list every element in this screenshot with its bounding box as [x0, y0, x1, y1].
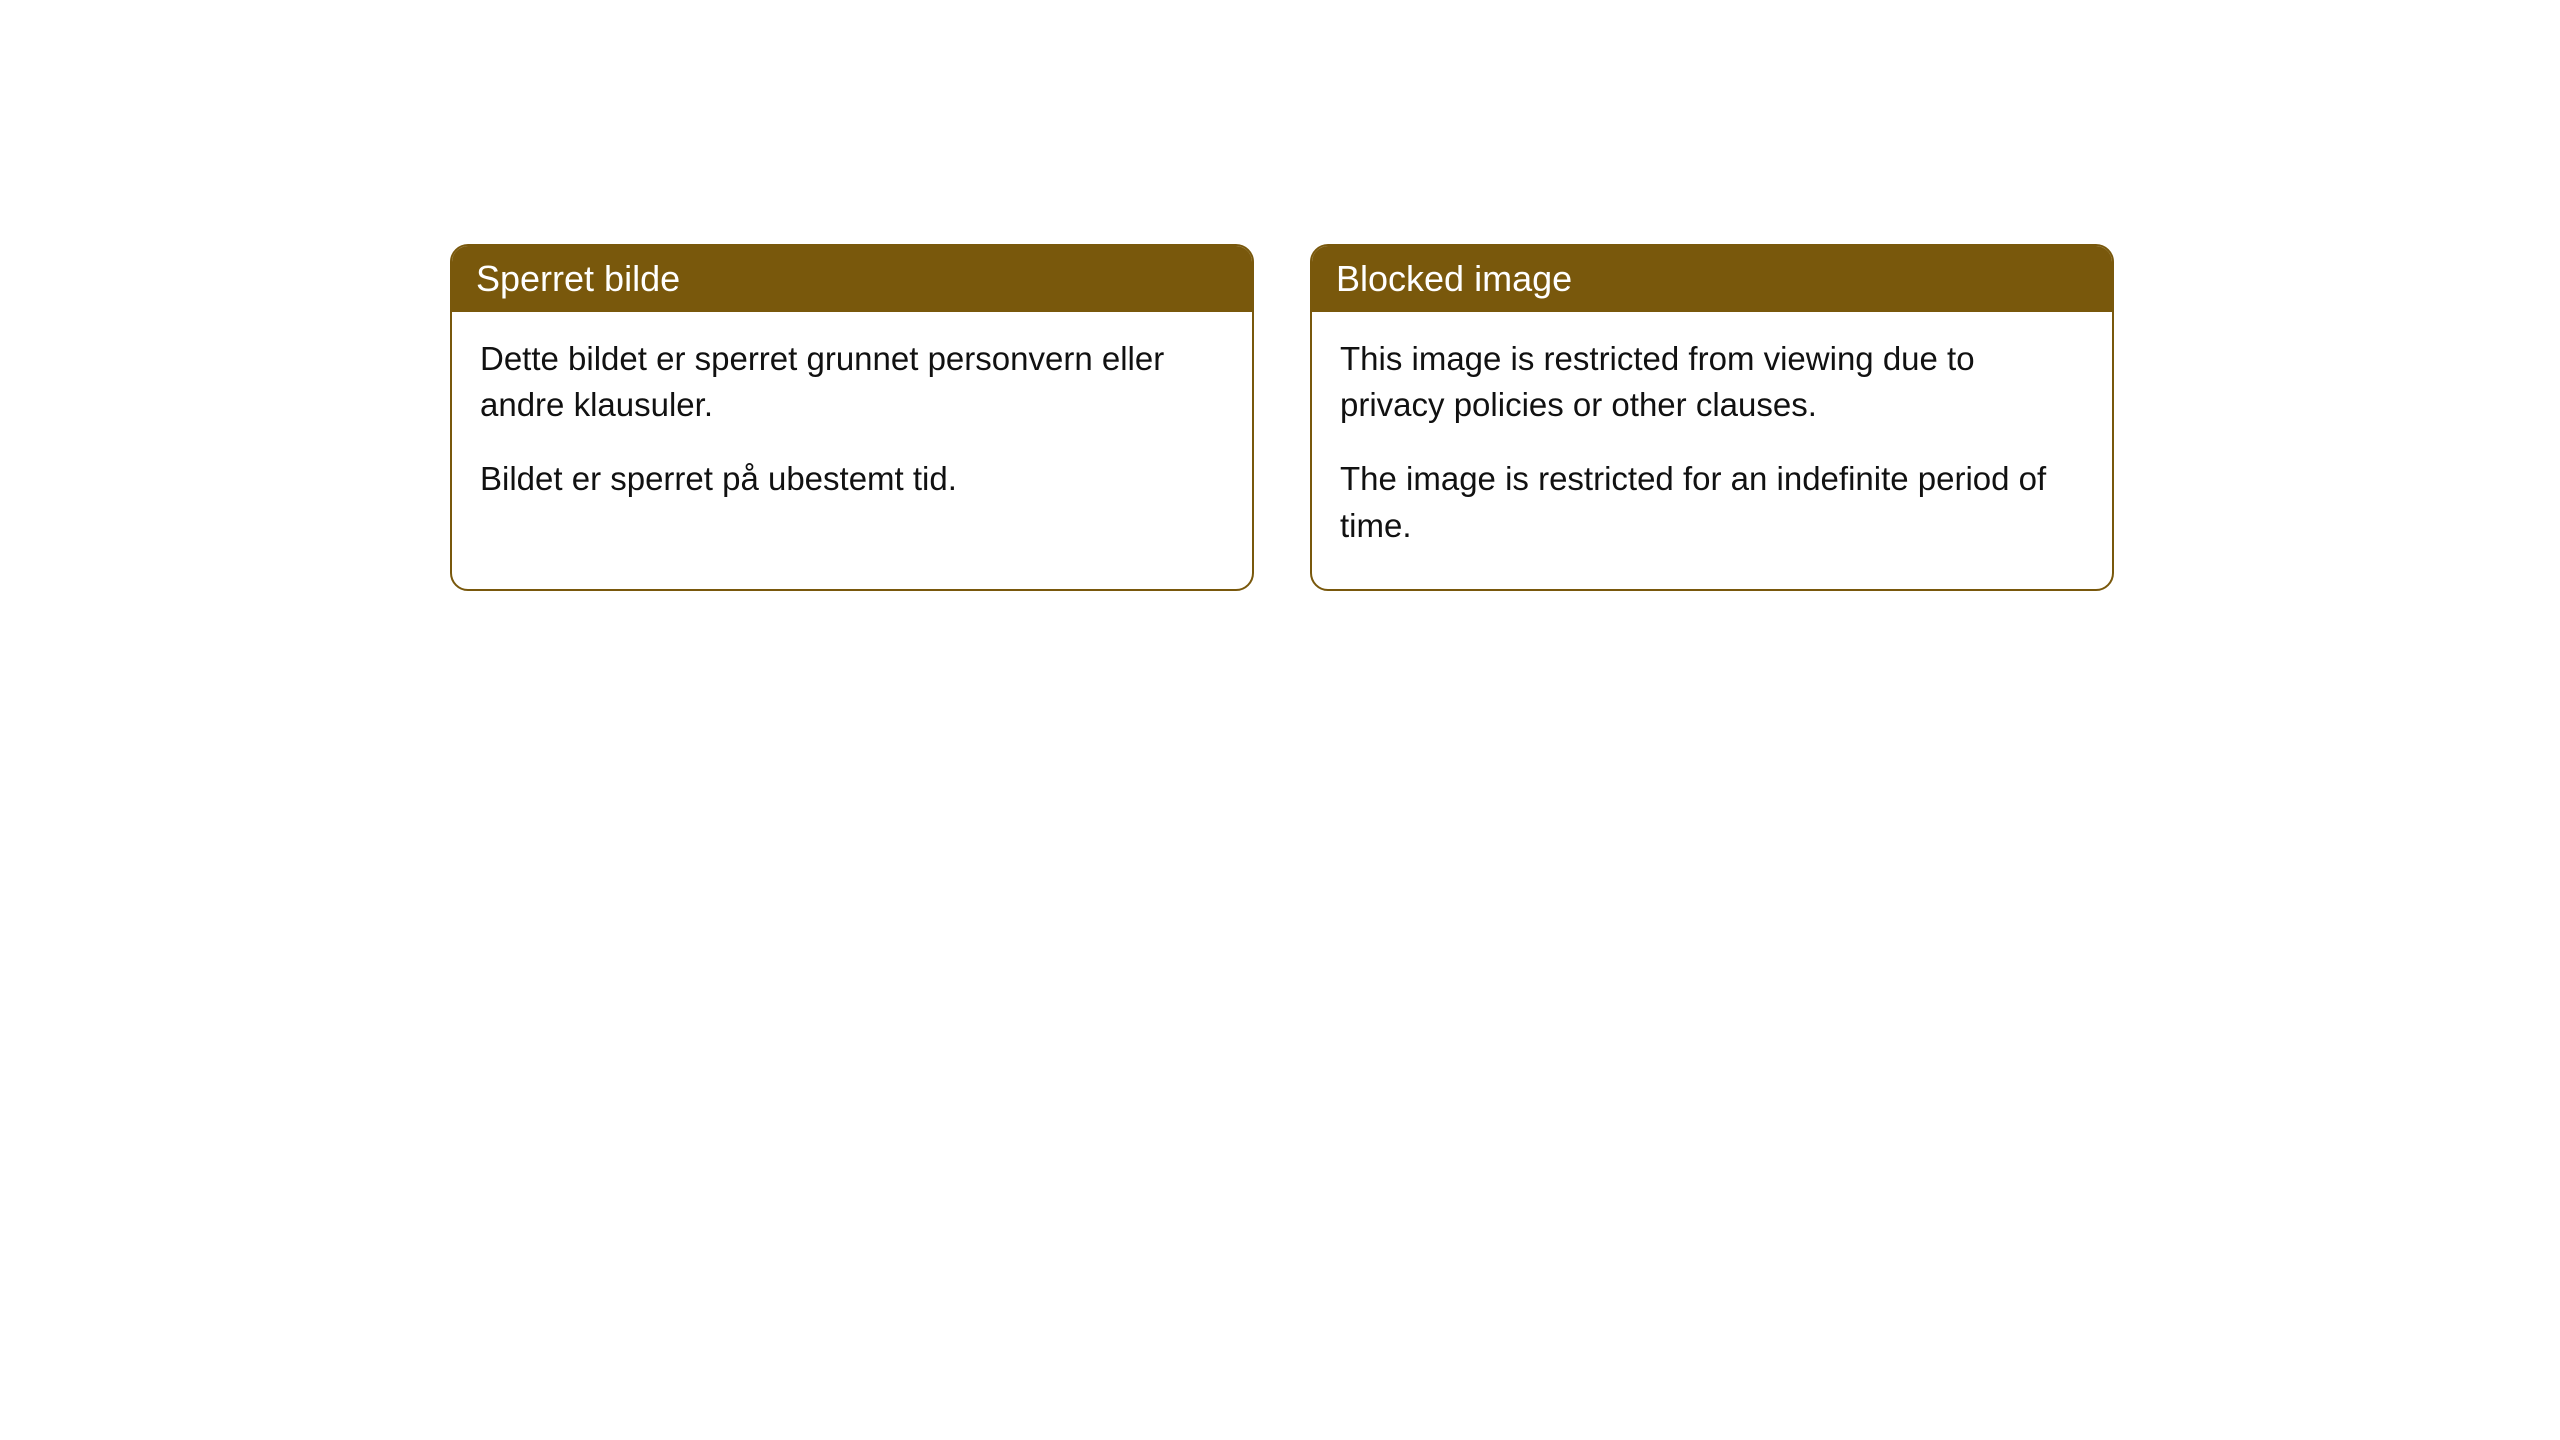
card-paragraph: Bildet er sperret på ubestemt tid. [480, 456, 1224, 502]
card-body-english: This image is restricted from viewing du… [1312, 312, 2112, 589]
blocked-image-card-norwegian: Sperret bilde Dette bildet er sperret gr… [450, 244, 1254, 591]
card-body-norwegian: Dette bildet er sperret grunnet personve… [452, 312, 1252, 543]
notice-container: Sperret bilde Dette bildet er sperret gr… [450, 244, 2114, 591]
card-paragraph: The image is restricted for an indefinit… [1340, 456, 2084, 548]
card-paragraph: This image is restricted from viewing du… [1340, 336, 2084, 428]
card-header-norwegian: Sperret bilde [452, 246, 1252, 312]
blocked-image-card-english: Blocked image This image is restricted f… [1310, 244, 2114, 591]
card-paragraph: Dette bildet er sperret grunnet personve… [480, 336, 1224, 428]
card-header-english: Blocked image [1312, 246, 2112, 312]
card-title: Sperret bilde [476, 258, 680, 299]
card-title: Blocked image [1336, 258, 1572, 299]
